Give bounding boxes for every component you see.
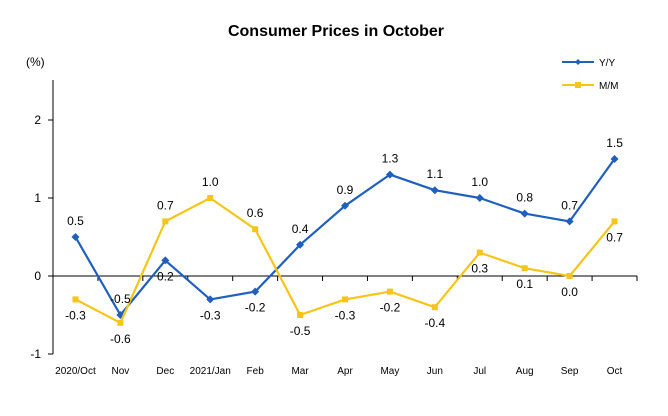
legend-item: Y/Y <box>562 58 615 69</box>
x-tick-label: Apr <box>337 366 353 377</box>
x-tick-label: May <box>380 366 399 377</box>
data-point <box>611 218 618 225</box>
data-point <box>252 226 259 233</box>
data-point <box>251 287 260 296</box>
x-tick-label: Nov <box>111 366 129 377</box>
data-point <box>610 155 619 163</box>
x-tick-label: Mar <box>291 366 309 377</box>
data-label: -0.2 <box>380 301 401 315</box>
data-point <box>342 296 348 303</box>
data-label: 0.8 <box>516 191 533 205</box>
y-tick-label: 1 <box>34 191 41 205</box>
data-label: -0.3 <box>65 308 86 322</box>
data-point <box>386 288 393 295</box>
data-point <box>161 256 170 265</box>
data-point <box>206 295 215 304</box>
data-point <box>297 312 304 318</box>
data-point <box>520 209 529 218</box>
x-tick-label: 2021/Jan <box>190 366 231 377</box>
legend-label: Y/Y <box>599 58 615 69</box>
data-label: 0.1 <box>516 277 533 291</box>
legend-item: M/M <box>562 81 618 92</box>
data-labels: 0.5 -0.5 0.2 -0.3 -0.2 0.4 0.9 1.3 1.1 1.0 0.8 0.7 1… <box>65 136 623 346</box>
data-point <box>430 186 439 195</box>
chart-title: Consumer Prices in October <box>228 23 444 40</box>
data-point <box>341 201 349 210</box>
data-point <box>385 170 394 179</box>
x-tick-label: Oct <box>607 366 623 377</box>
y-axis-unit-label: (%) <box>26 55 45 69</box>
y-tick-label: 2 <box>34 113 41 127</box>
x-tick-label: Feb <box>247 366 265 377</box>
data-label: -0.4 <box>425 316 446 330</box>
data-label: 0.3 <box>471 262 488 276</box>
data-label: 1.3 <box>382 152 399 166</box>
data-label: -0.2 <box>245 301 266 315</box>
data-point <box>431 304 438 311</box>
data-point <box>72 296 79 303</box>
y-tick-label: -1 <box>30 347 41 361</box>
x-tick-label: 2020/Oct <box>55 366 96 377</box>
data-label: -0.3 <box>200 308 221 322</box>
data-label: 0.6 <box>247 206 264 220</box>
data-point <box>566 273 573 279</box>
legend: Y/Y M/M <box>562 58 618 92</box>
x-tick-label: Jun <box>427 366 443 377</box>
data-label: 1.1 <box>427 167 444 181</box>
data-point <box>71 233 80 241</box>
data-label: 0.2 <box>157 269 174 283</box>
data-point <box>476 249 483 256</box>
data-point <box>475 194 484 202</box>
y-tick-label: 0 <box>34 269 41 283</box>
data-point <box>521 265 528 272</box>
series-y-y <box>71 155 619 319</box>
x-tick-label: Aug <box>516 366 534 377</box>
data-point <box>207 195 214 201</box>
data-point <box>162 218 169 225</box>
x-tick-label: Sep <box>561 366 579 377</box>
data-label: 0.7 <box>157 198 174 212</box>
data-label: -0.5 <box>290 324 311 338</box>
data-label: -0.6 <box>110 332 131 346</box>
data-label: 1.0 <box>202 175 219 189</box>
data-label: -0.3 <box>335 308 356 322</box>
data-label: 0.0 <box>561 285 578 299</box>
data-label: 0.4 <box>292 222 309 236</box>
legend-marker <box>575 59 581 65</box>
x-axis-ticks: 2020/Oct Nov Dec 2021/Jan Feb Mar Apr May Jun Jul… <box>52 276 638 377</box>
y-axis-ticks: -1 0 1 2 <box>30 113 53 361</box>
data-label: 1.0 <box>471 175 488 189</box>
legend-marker <box>575 82 581 88</box>
data-point <box>296 240 305 249</box>
x-tick-label: Dec <box>156 366 174 377</box>
data-label: 0.7 <box>561 198 578 212</box>
data-point <box>117 319 124 326</box>
series-m-m <box>72 195 618 326</box>
legend-label: M/M <box>599 81 618 92</box>
data-point <box>565 217 574 226</box>
data-label: 0.9 <box>337 183 354 197</box>
series-layer <box>71 155 619 326</box>
data-label: 0.7 <box>606 230 623 244</box>
data-label: 1.5 <box>606 136 623 150</box>
data-label: 0.5 <box>67 214 84 228</box>
x-tick-label: Jul <box>473 366 486 377</box>
series-line <box>74 196 616 324</box>
data-label: -0.5 <box>110 292 131 306</box>
